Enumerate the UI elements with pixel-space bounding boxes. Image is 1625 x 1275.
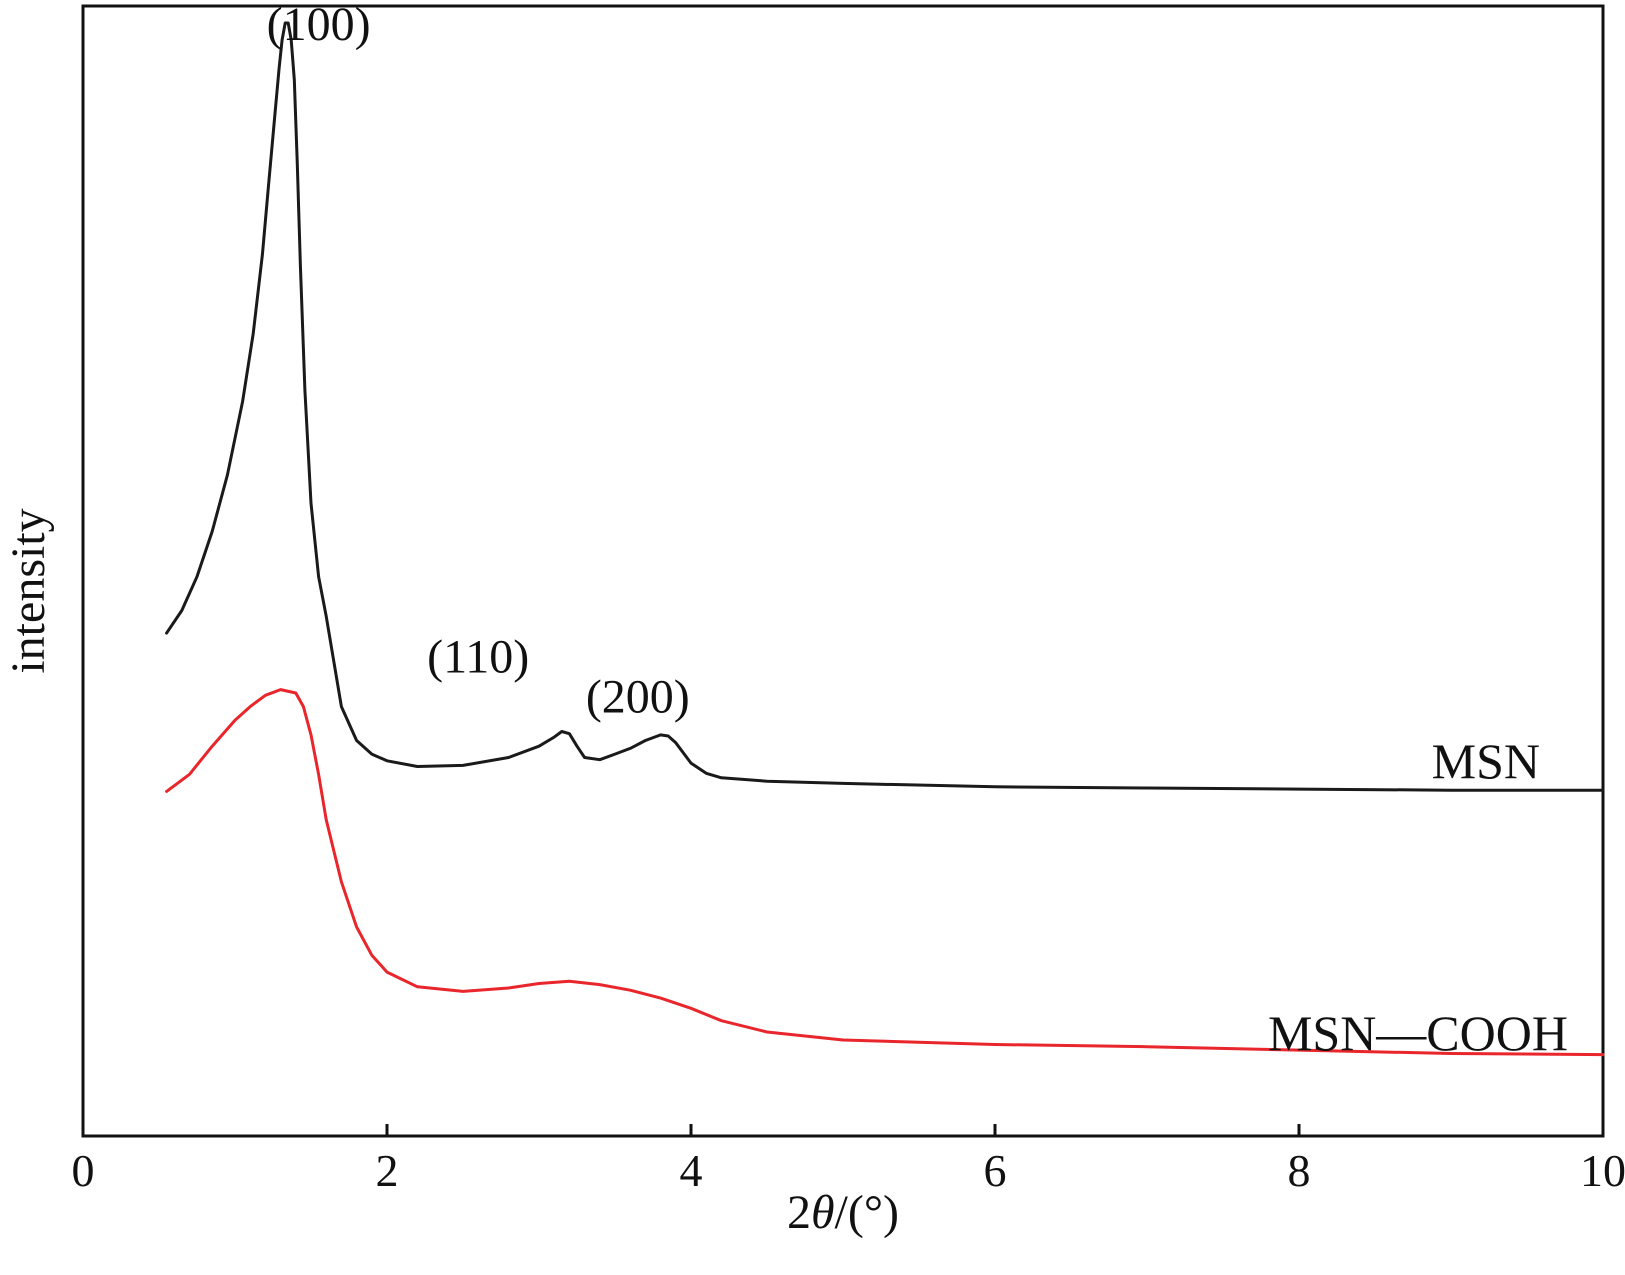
- series-lines: [165, 21, 1605, 1057]
- peak-label: (110): [427, 631, 529, 684]
- x-tick-label: 10: [1580, 1145, 1625, 1196]
- series-label-msn: MSN: [1432, 733, 1540, 789]
- x-axis-title-suffix: /(°): [835, 1186, 900, 1239]
- series-label-msn-cooh: MSN—COOH: [1268, 1005, 1568, 1061]
- x-tick-label: 2: [376, 1145, 399, 1196]
- plot-area-border: [81, 4, 1605, 1138]
- y-axis-title: intensity: [2, 508, 55, 673]
- x-axis-title-symbol: θ: [811, 1186, 835, 1239]
- peak-label: (200): [586, 670, 690, 723]
- x-tick-label: 4: [680, 1145, 703, 1196]
- series-labels: MSN MSN—COOH: [1268, 733, 1568, 1061]
- x-axis-title-prefix: 2: [787, 1186, 811, 1239]
- x-axis-ticks: 0 2 4 6 8 10: [72, 1124, 1625, 1196]
- plot-frame: [81, 4, 1605, 1138]
- x-tick-label: 6: [984, 1145, 1007, 1196]
- series-line-msn-cooh: [165, 688, 1605, 1057]
- peak-annotations: (100) (110) (200): [267, 0, 690, 723]
- x-tick-label: 8: [1288, 1145, 1311, 1196]
- x-tick-label: 0: [72, 1145, 95, 1196]
- series-line-msn: [165, 21, 1605, 792]
- peak-label: (100): [267, 0, 371, 51]
- x-axis-title: 2θ/(°): [787, 1186, 899, 1239]
